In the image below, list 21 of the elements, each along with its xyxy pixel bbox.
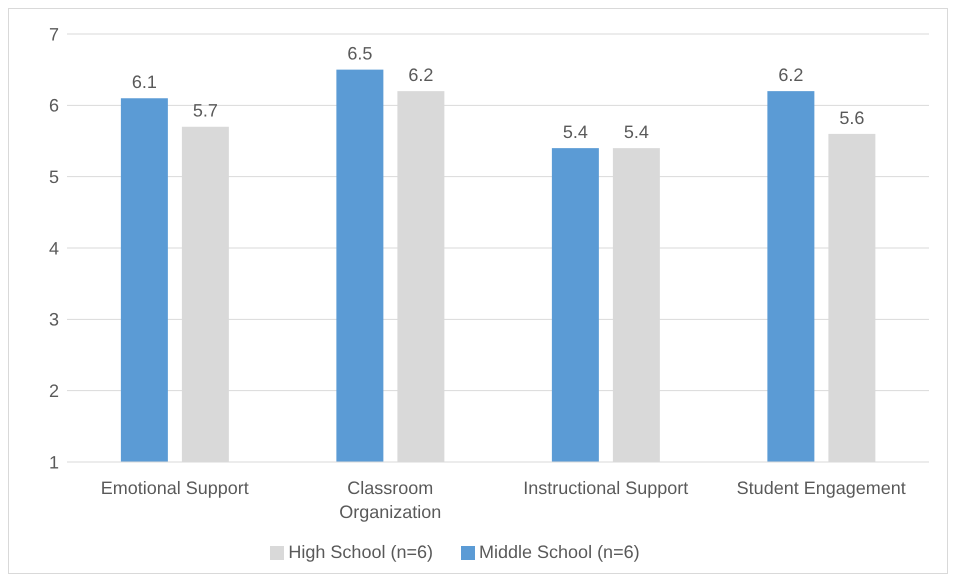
legend-label: Middle School (n=6) [479,542,640,562]
data-label: 5.6 [839,108,864,128]
data-label: 6.5 [347,44,372,64]
legend-label: High School (n=6) [288,542,433,562]
x-tick-label: Instructional Support [523,478,688,498]
y-tick-label: 2 [48,381,59,402]
y-tick-label: 1 [48,452,59,472]
y-tick-label: 6 [48,96,59,116]
y-tick-label: 4 [48,238,59,258]
x-tick-label: Emotional Support [100,478,249,498]
y-tick-label: 7 [48,24,59,44]
y-tick-label: 5 [48,167,59,188]
x-tick-label: Student Engagement [736,478,906,498]
x-tick-label: Classroom Organization [339,478,442,522]
data-label: 5.7 [192,100,218,121]
data-label: 6.2 [778,65,804,86]
data-label: 6.2 [408,65,434,86]
data-label: 5.4 [562,122,588,142]
data-label: 6.1 [132,72,157,92]
y-tick-label: 3 [48,310,59,330]
data-label: 5.4 [624,122,649,142]
